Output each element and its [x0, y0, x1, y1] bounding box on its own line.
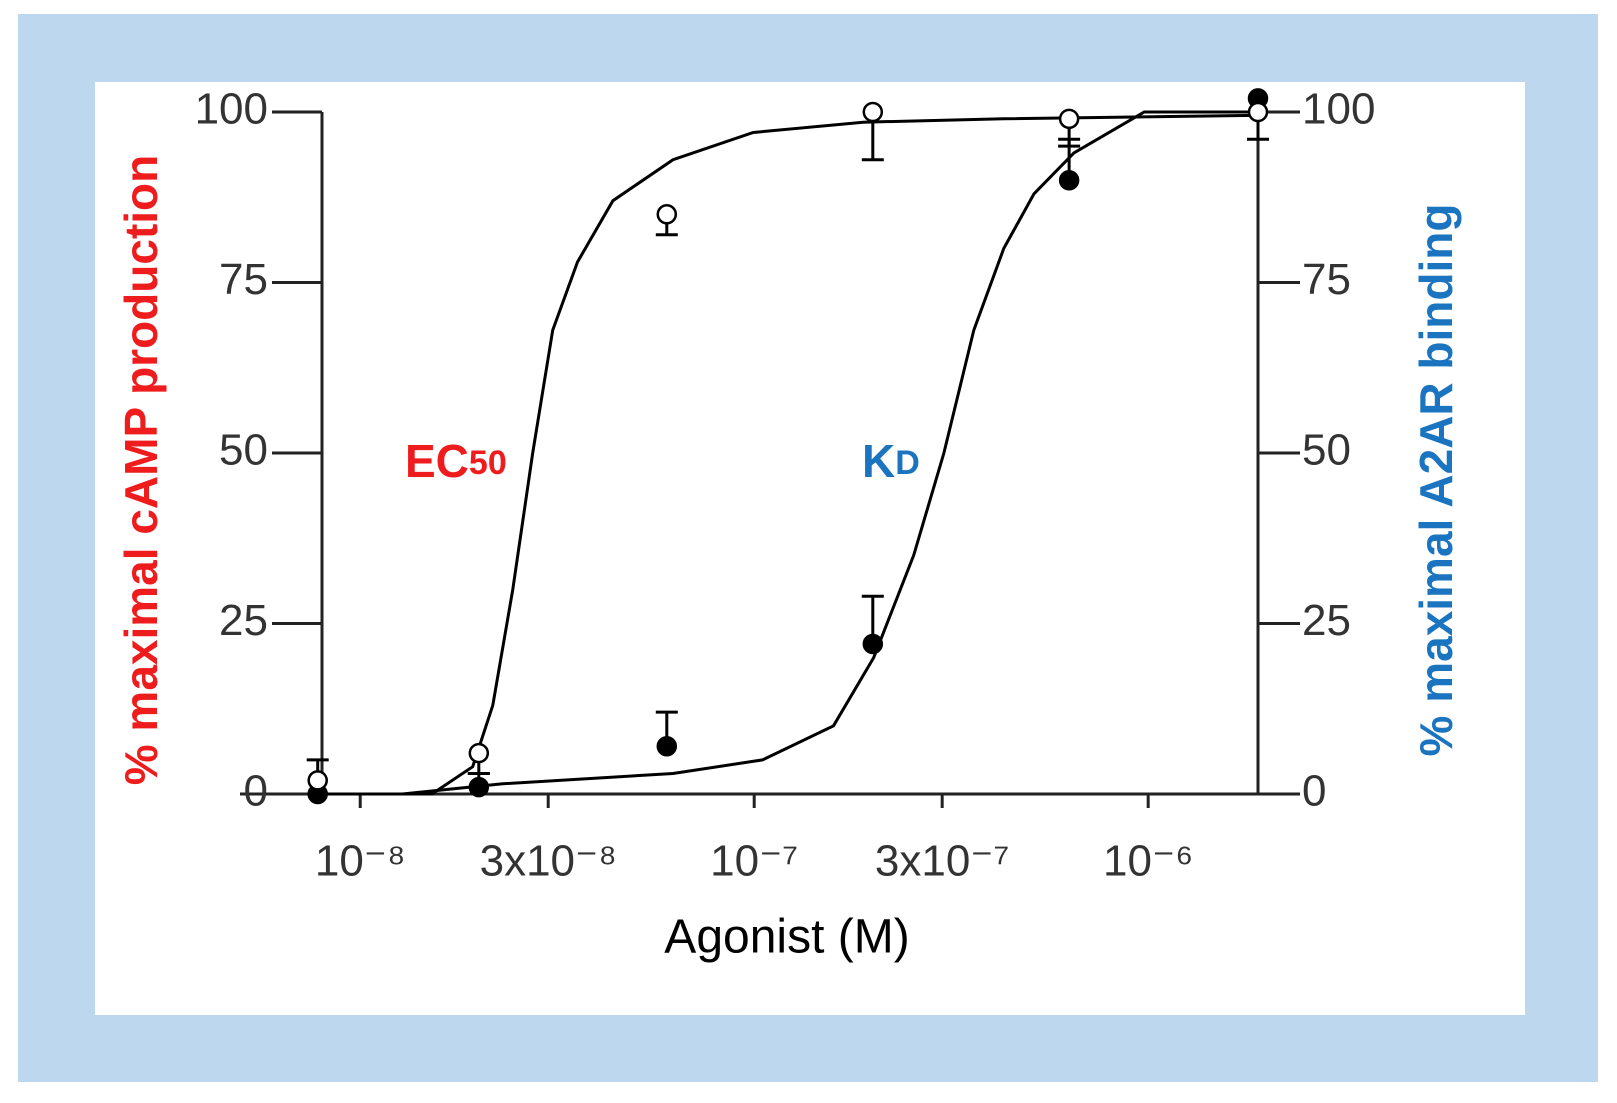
y2-tick-label: 0	[1302, 767, 1326, 816]
filled-marker	[656, 736, 678, 757]
y-tick-label: 25	[219, 596, 268, 645]
x-tick-label: 10⁻⁸	[315, 837, 406, 886]
x-tick-label: 10⁻⁶	[1103, 837, 1193, 886]
y-tick-label: 100	[195, 85, 268, 134]
x-tick-label: 3x10⁻⁸	[480, 837, 617, 886]
x-axis-label: Agonist (M)	[664, 911, 909, 964]
open-marker	[468, 742, 490, 764]
open-marker	[307, 770, 328, 791]
filled-marker	[468, 776, 490, 798]
filled-marker	[862, 633, 884, 655]
open-marker	[862, 101, 884, 123]
y-tick-label: 50	[219, 426, 268, 475]
y-axis-label: % maximal cAMP production	[115, 155, 167, 786]
y2-tick-label: 100	[1302, 85, 1375, 134]
x-tick-label: 3x10⁻⁷	[875, 837, 1010, 886]
y2-tick-label: 50	[1302, 426, 1351, 475]
y-tick-label: 75	[219, 255, 268, 304]
open-marker	[1247, 101, 1269, 123]
panel	[95, 82, 1525, 1015]
annotation-subscript: D	[895, 444, 920, 482]
annotation-text: EC	[405, 435, 469, 487]
y-tick-label: 0	[244, 767, 268, 816]
filled-marker	[1058, 169, 1080, 191]
x-tick-label: 10⁻⁷	[710, 837, 798, 886]
open-marker	[656, 204, 678, 225]
annotation: KD	[862, 435, 920, 487]
annotation-text: K	[862, 435, 895, 487]
annotation-subscript: 50	[469, 444, 507, 482]
y2-tick-label: 25	[1302, 596, 1351, 645]
annotation: EC50	[405, 435, 507, 487]
fit-curve	[402, 110, 1255, 796]
y2-tick-label: 75	[1302, 255, 1351, 304]
open-marker	[1058, 108, 1080, 130]
y2-axis-label: % maximal A2AR binding	[1410, 204, 1462, 757]
